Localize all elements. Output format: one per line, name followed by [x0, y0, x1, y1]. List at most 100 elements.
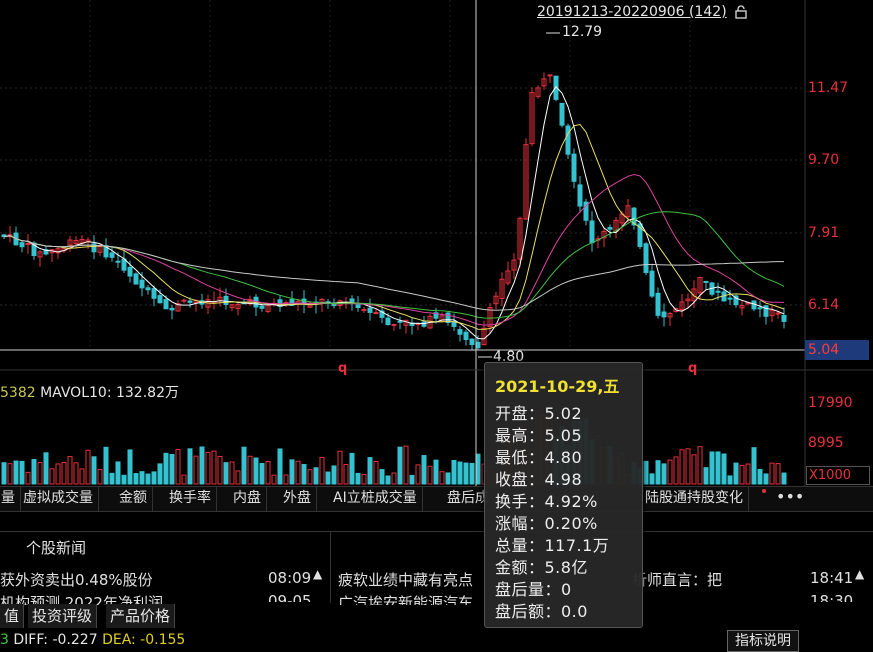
tooltip-open: 开盘：5.02 — [495, 404, 583, 423]
candle-body — [763, 305, 769, 317]
tooltip-close: 收盘：4.98 — [495, 470, 583, 489]
volume-bar — [373, 461, 379, 485]
volume-bar — [319, 456, 325, 485]
current-price-label: 5.04 — [805, 340, 869, 360]
candle-body — [163, 299, 169, 310]
volume-bar — [445, 472, 451, 485]
tab-inner-volume[interactable]: 内盘 — [228, 487, 267, 511]
volume-bar — [715, 451, 721, 485]
news-item-time: 08:09 — [268, 569, 312, 587]
volume-bar — [79, 468, 85, 485]
candle-body — [613, 219, 619, 232]
volume-bar — [85, 449, 91, 485]
volume-bar — [253, 457, 259, 485]
volume-bar — [763, 473, 769, 485]
volume-bar — [193, 455, 199, 485]
volume-bar — [301, 464, 307, 485]
volume-bar — [463, 462, 469, 485]
candle-body — [1, 234, 7, 238]
candle-body — [769, 309, 775, 317]
more-tabs-button[interactable]: ••• — [776, 487, 805, 506]
tooltip-volume: 总量：117.1万 — [495, 536, 610, 555]
indicator-explain-button[interactable]: 指标说明 — [727, 630, 799, 652]
volume-bar — [739, 464, 745, 485]
volume-bar — [355, 472, 361, 485]
volume-bar — [115, 461, 121, 485]
tooltip-change: 涨幅：0.20% — [495, 514, 598, 533]
indicator-tab-bar: 量 虚拟成交量 金额 换手率 内盘 外盘 AI立桩成交量 盘后成 陆股通持股变化… — [0, 486, 873, 512]
volume-bar — [103, 446, 109, 485]
candle-body — [385, 317, 391, 326]
volume-tick: 8995 — [808, 435, 844, 451]
candle-body — [661, 311, 667, 318]
volume-bar — [199, 446, 205, 485]
macd-diff: DIFF: -0.227 — [13, 632, 98, 648]
news-section-title[interactable]: 个股新闻 — [26, 539, 87, 557]
candle-body — [25, 243, 31, 246]
volume-legend-prefix: 5382 — [0, 385, 36, 401]
tab-virtual-volume[interactable]: 虚拟成交量 — [18, 487, 99, 511]
volume-bar — [685, 448, 691, 485]
price-tick: 9.70 — [808, 152, 840, 168]
news-item-title[interactable]: 广汽埃安新能源汽车 — [338, 594, 474, 612]
news-item-title[interactable]: 获外资卖出0.48%股份 — [0, 571, 153, 589]
volume-bar — [97, 469, 103, 485]
volume-bar — [121, 474, 127, 485]
ma-line — [3, 173, 785, 326]
news-column-divider — [330, 531, 331, 603]
news-item-time: 09-05 — [268, 592, 312, 610]
news-item-title-tail[interactable]: 析师直言：把 — [632, 571, 723, 589]
volume-bar — [91, 456, 97, 485]
candle-body — [121, 258, 127, 271]
tab-turnover[interactable]: 换手率 — [164, 487, 217, 511]
news-item-title[interactable]: 机构预测 2022年净利润 — [0, 594, 163, 612]
volume-bar — [397, 446, 403, 485]
lock-icon[interactable] — [734, 5, 748, 19]
candle-body — [259, 305, 265, 309]
scroll-up-icon[interactable]: ▲ — [855, 567, 865, 581]
candle-body — [643, 243, 649, 273]
tab-amount[interactable]: 金额 — [114, 487, 153, 511]
event-marker[interactable]: q — [338, 361, 348, 376]
volume-bar — [241, 446, 247, 485]
tab-volume[interactable]: 量 — [0, 487, 21, 511]
volume-bar — [151, 471, 157, 485]
event-marker[interactable]: q — [688, 361, 698, 376]
candle-body — [505, 270, 511, 284]
candle-body — [31, 242, 37, 257]
candle-body — [631, 207, 637, 226]
candle-body — [115, 260, 121, 263]
volume-bar — [361, 473, 367, 485]
volume-bar — [43, 452, 49, 485]
volume-bar — [775, 463, 781, 485]
volume-bar — [31, 458, 37, 485]
volume-bar — [745, 463, 751, 485]
volume-bar — [175, 449, 181, 485]
tooltip-high: 最高：5.05 — [495, 426, 583, 445]
tab-investment-rating[interactable]: 投资评级 — [28, 604, 98, 628]
scroll-up-icon[interactable]: ▲ — [313, 567, 323, 581]
tab-ai-volume[interactable]: AI立桩成交量 — [328, 487, 423, 511]
volume-bar — [259, 462, 265, 485]
news-item-title[interactable]: 疲软业绩中藏有亮点 — [338, 571, 474, 589]
tab-valuation[interactable]: 值 — [0, 604, 25, 628]
candle-body — [349, 298, 355, 302]
tab-hk-connect[interactable]: 陆股通持股变化 — [640, 487, 749, 511]
candle-body — [355, 304, 361, 308]
volume-bar — [73, 462, 79, 485]
price-tick: 6.14 — [808, 297, 840, 313]
candle-body — [175, 303, 181, 312]
price-tick: 7.91 — [808, 225, 840, 241]
candle-body — [463, 331, 469, 340]
volume-bar — [25, 471, 31, 485]
candle-body — [487, 307, 493, 328]
date-range-label[interactable]: 20191213-20220906 (142) — [537, 4, 727, 20]
candle-body — [373, 312, 379, 315]
tab-product-price[interactable]: 产品价格 — [106, 604, 176, 628]
volume-bar — [67, 456, 73, 485]
volume-bar — [757, 468, 763, 485]
news-item-time: 18:30 — [810, 592, 854, 610]
tab-outer-volume[interactable]: 外盘 — [278, 487, 317, 511]
ma-line — [3, 235, 784, 311]
